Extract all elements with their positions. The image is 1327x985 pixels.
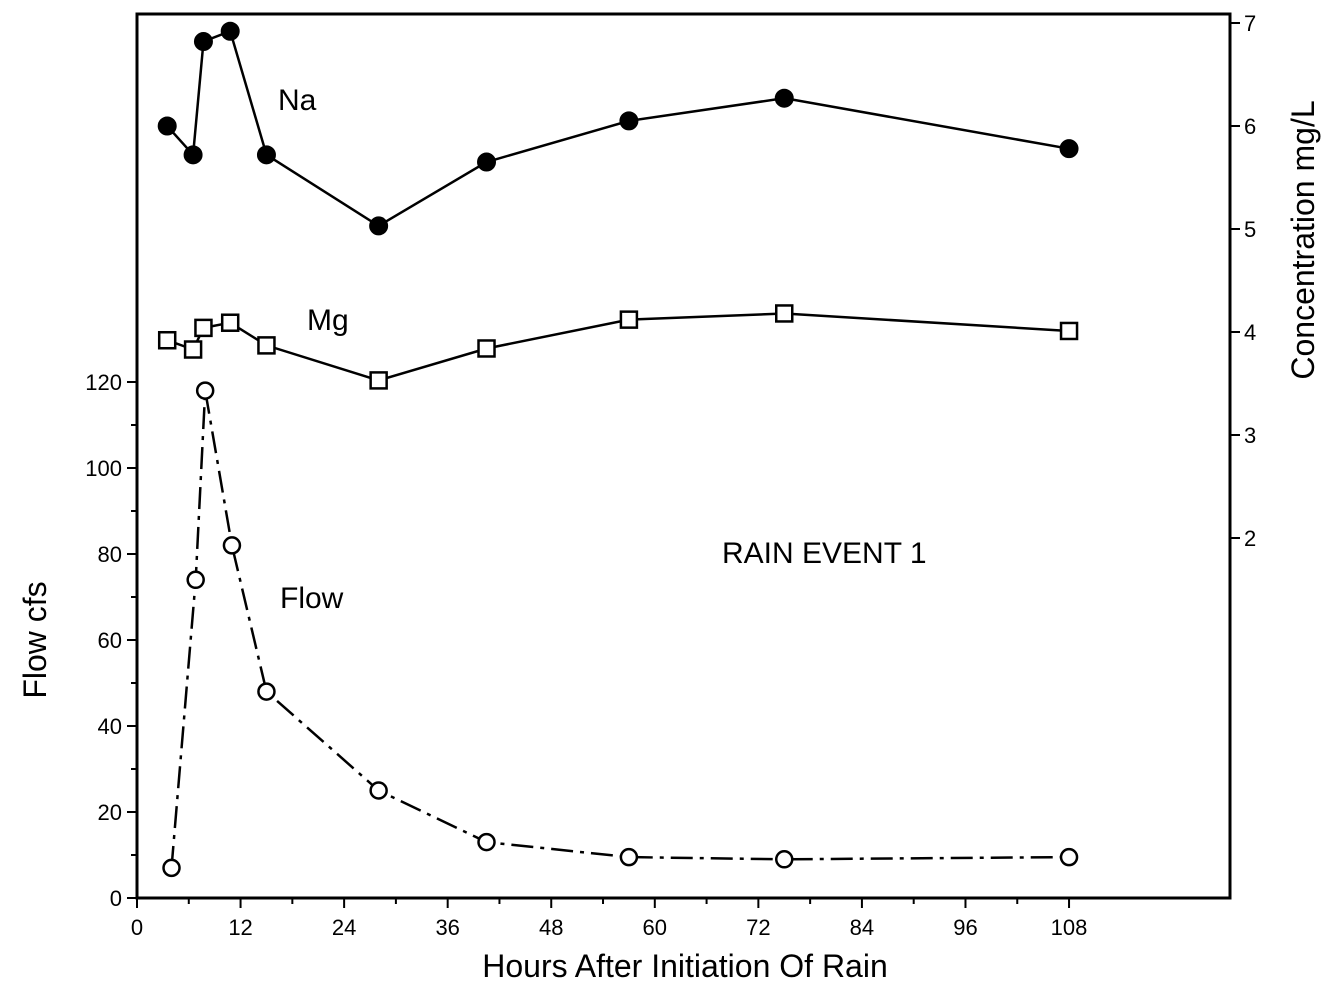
- data-point-flow: [477, 832, 496, 852]
- series-label-flow: Flow: [280, 582, 344, 615]
- left-tick-label: 120: [85, 370, 122, 395]
- x-tick-label: 72: [746, 915, 770, 940]
- rain-event-annotation: RAIN EVENT 1: [722, 537, 927, 570]
- right-tick-label: 7: [1244, 11, 1256, 36]
- right-tick-label: 3: [1244, 423, 1256, 448]
- series-line-mg: [166, 312, 1070, 382]
- data-point-flow: [775, 850, 794, 869]
- data-point-na: [369, 216, 389, 236]
- data-point-na: [157, 116, 177, 136]
- data-point-flow: [162, 858, 181, 878]
- series-line-na: [166, 29, 1070, 228]
- data-point-na: [619, 111, 639, 131]
- data-point-mg: [477, 339, 496, 358]
- x-tick-label: 12: [228, 915, 252, 940]
- x-tick-label: 36: [435, 915, 459, 940]
- x-axis-title: Hours After Initiation Of Rain: [482, 948, 888, 984]
- data-point-na: [220, 21, 240, 41]
- data-point-mg: [257, 336, 276, 355]
- left-axis-title: Flow cfs: [17, 581, 53, 698]
- x-tick-label: 24: [332, 915, 356, 940]
- x-tick-label: 0: [131, 915, 143, 940]
- data-point-mg: [157, 330, 177, 350]
- left-axis-ticks: 0 20 40 60 80 100 120: [85, 370, 137, 911]
- data-point-flow: [186, 570, 205, 590]
- right-tick-label: 2: [1244, 526, 1256, 551]
- data-point-mg: [194, 318, 213, 338]
- data-point-mg: [220, 313, 240, 332]
- left-tick-label: 60: [98, 628, 122, 653]
- data-point-flow: [619, 847, 639, 867]
- right-tick-label: 5: [1244, 217, 1256, 242]
- series-label-na: Na: [278, 84, 317, 117]
- data-point-flow: [195, 381, 215, 400]
- left-tick-label: 80: [98, 542, 122, 567]
- series-label-mg: Mg: [307, 304, 349, 337]
- left-tick-label: 40: [98, 714, 122, 739]
- right-tick-label: 6: [1244, 114, 1256, 139]
- data-point-mg: [369, 371, 388, 390]
- data-point-flow: [369, 781, 388, 800]
- x-tick-label: 96: [953, 915, 977, 940]
- data-point-mg: [1059, 321, 1079, 341]
- data-point-na: [193, 32, 213, 52]
- x-tick-label: 48: [539, 915, 563, 940]
- x-axis-ticks: 0 12 24 36 48 60 72 84 96 108: [131, 898, 1088, 940]
- data-point-mg: [183, 340, 203, 359]
- right-axis-title: Concentration mg/L: [1285, 100, 1321, 379]
- x-tick-label: 108: [1051, 915, 1088, 940]
- data-point-na: [183, 145, 203, 165]
- plot-frame: [135, 12, 1232, 900]
- x-tick-label: 60: [643, 915, 667, 940]
- series-line-flow: [170, 390, 1070, 869]
- right-axis-ticks: 2 3 4 5 6 7: [1230, 11, 1256, 551]
- data-point-na: [256, 145, 276, 165]
- left-tick-label: 100: [85, 456, 122, 481]
- series-layer: [157, 21, 1079, 878]
- data-point-flow: [257, 682, 276, 701]
- data-point-na: [477, 152, 497, 172]
- data-point-na: [774, 88, 794, 108]
- data-point-mg: [619, 310, 639, 329]
- right-tick-label: 4: [1244, 320, 1256, 345]
- left-tick-label: 20: [98, 800, 122, 825]
- data-point-flow: [1059, 847, 1079, 867]
- data-point-mg: [775, 304, 794, 323]
- x-tick-label: 84: [850, 915, 874, 940]
- data-point-na: [1059, 139, 1079, 159]
- data-point-flow: [222, 536, 242, 555]
- left-tick-label: 0: [110, 886, 122, 911]
